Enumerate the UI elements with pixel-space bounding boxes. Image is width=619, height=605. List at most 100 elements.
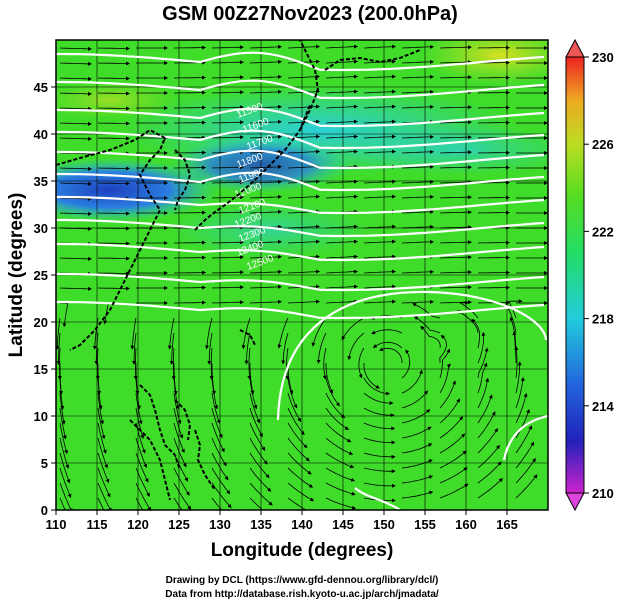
streamline-arrow (401, 299, 434, 304)
streamline-arrow (325, 89, 358, 94)
coastline (174, 399, 192, 441)
streamline-arrow (325, 407, 349, 431)
streamline-arrow (167, 317, 175, 350)
streamline-arrow (135, 482, 152, 510)
streamline-arrow (59, 497, 66, 510)
streamline-arrow (174, 150, 206, 155)
streamline-arrow (477, 347, 489, 379)
streamline-arrow (287, 437, 310, 462)
streamline-arrow (56, 332, 61, 365)
streamline-arrow (371, 329, 403, 335)
streamline-arrow (249, 467, 272, 492)
streamline-arrow (249, 179, 282, 184)
streamline-arrow (515, 457, 536, 484)
streamline-arrow (135, 407, 145, 440)
streamline-arrow (211, 392, 221, 424)
streamline-arrow (59, 422, 68, 455)
coastline (56, 128, 167, 351)
streamline-arrow (363, 74, 396, 79)
streamline-arrow (515, 376, 525, 409)
coastline (194, 104, 311, 231)
streamline-arrow (211, 437, 227, 467)
streamline-arrow (59, 256, 92, 261)
streamline-arrow (514, 346, 519, 379)
coastlines (56, 40, 421, 501)
streamline-arrow (211, 60, 244, 65)
streamline-arrow (322, 347, 327, 380)
x-tick-label: 135 (250, 517, 272, 532)
x-tick-label: 125 (168, 517, 190, 532)
streamline-arrow (249, 119, 282, 124)
streamline-arrow (249, 437, 268, 465)
streamline-arrow (249, 269, 282, 274)
streamline-arrow (59, 196, 92, 201)
streamline-arrow (173, 422, 185, 454)
streamline-arrow (401, 59, 434, 64)
streamline-arrow (363, 179, 396, 184)
streamline-arrow (401, 459, 433, 469)
streamline-arrow (515, 474, 538, 499)
streamline-arrow (412, 303, 441, 319)
streamline-arrow (401, 74, 434, 79)
streamline-arrow (59, 392, 66, 425)
streamline-arrow (287, 392, 302, 423)
streamline-arrow (59, 136, 92, 141)
streamline-arrow (439, 255, 472, 260)
y-tick-label: 40 (34, 127, 48, 142)
streamline-arrow (249, 194, 282, 199)
streamline-arrow (477, 394, 493, 424)
streamline-arrow (97, 76, 130, 81)
streamline-arrow (287, 377, 298, 409)
streamline-arrow (363, 392, 394, 406)
streamline-arrow (401, 475, 434, 484)
streamline-arrow (325, 452, 355, 469)
streamline-arrow (287, 74, 320, 79)
x-tick-label: 155 (414, 517, 436, 532)
streamline-arrow (287, 407, 305, 436)
streamline-arrow (59, 46, 92, 51)
y-tick-label: 20 (34, 315, 48, 330)
streamline-arrow (439, 363, 451, 394)
streamline-arrow (325, 179, 358, 184)
streamline-arrow (439, 450, 467, 469)
credit-line-2: Data from http://database.rish.kyoto-u.a… (165, 589, 439, 600)
colorbar: 210 214 218 222 226 230 (565, 38, 614, 512)
streamline-arrow (174, 240, 206, 245)
y-axis-ticks: 0 5 10 15 20 25 30 35 40 45 (34, 80, 56, 518)
streamline-arrow (130, 317, 137, 350)
streamline-arrow (97, 61, 130, 66)
streamline-arrow (173, 392, 182, 425)
streamline-arrow (97, 392, 105, 425)
coastline (239, 329, 256, 346)
streamline-arrow (249, 134, 282, 139)
streamline-arrow (439, 135, 472, 140)
low-contour-line (502, 414, 548, 461)
height-contour-line (56, 51, 545, 72)
y-tick-label: 10 (34, 409, 48, 424)
x-tick-label: 115 (87, 517, 108, 532)
streamline-arrow (439, 45, 472, 50)
streamline-arrow (59, 482, 73, 510)
streamline-arrow (249, 377, 258, 410)
coastline (129, 419, 171, 501)
streamline-arrow (325, 392, 346, 419)
x-axis-ticks: 110 115 120 125 130 135 140 145 150 155 160 165 (46, 510, 518, 532)
streamline-arrow (59, 121, 92, 126)
streamline-arrow (401, 349, 411, 379)
streamline-arrow (249, 392, 261, 424)
streamline-arrow (439, 210, 472, 215)
streamline-arrow (211, 377, 219, 410)
colorbar-tick-label: 210 (592, 486, 614, 501)
streamline-arrow (56, 317, 61, 350)
streamline-arrow (363, 89, 396, 94)
streamline-arrow (358, 347, 365, 379)
streamline-arrow (325, 254, 358, 259)
streamline-arrow (59, 226, 92, 231)
streamline-arrow (174, 45, 206, 50)
streamline-arrow (249, 89, 282, 94)
streamline-arrow (363, 59, 396, 64)
streamline-arrow (439, 270, 472, 275)
streamline-arrow (211, 270, 244, 275)
streamline-arrow (363, 452, 396, 459)
